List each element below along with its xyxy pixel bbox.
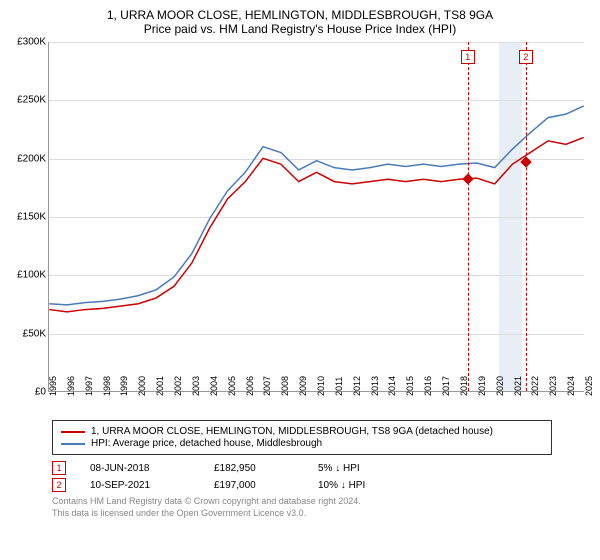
y-tick-label: £200K <box>10 153 46 164</box>
transaction-price: £197,000 <box>214 480 294 491</box>
transaction-row: 2 10-SEP-2021 £197,000 10% ↓ HPI <box>52 478 590 492</box>
transaction-marker: 2 <box>52 478 66 492</box>
chart-marker-label: 1 <box>461 50 475 64</box>
attribution-line: This data is licensed under the Open Gov… <box>52 508 590 520</box>
chart-title: 1, URRA MOOR CLOSE, HEMLINGTON, MIDDLESB… <box>10 8 590 22</box>
x-tick-label: 2005 <box>227 376 237 396</box>
attribution-line: Contains HM Land Registry data © Crown c… <box>52 496 590 508</box>
x-tick-label: 2025 <box>584 376 594 396</box>
x-tick-label: 1996 <box>66 376 76 396</box>
x-tick-label: 2021 <box>513 376 523 396</box>
legend-item: HPI: Average price, detached house, Midd… <box>61 438 543 449</box>
x-tick-label: 1997 <box>84 376 94 396</box>
transaction-date: 10-SEP-2021 <box>90 480 190 491</box>
x-tick-label: 2013 <box>370 376 380 396</box>
x-tick-label: 2009 <box>298 376 308 396</box>
y-tick-label: £0 <box>10 387 46 398</box>
transaction-pct: 10% ↓ HPI <box>318 480 408 491</box>
y-tick-label: £100K <box>10 270 46 281</box>
legend-box: 1, URRA MOOR CLOSE, HEMLINGTON, MIDDLESB… <box>52 420 552 455</box>
x-tick-label: 2020 <box>495 376 505 396</box>
x-tick-label: 2006 <box>245 376 255 396</box>
x-tick-label: 2003 <box>191 376 201 396</box>
attribution: Contains HM Land Registry data © Crown c… <box>52 496 590 519</box>
x-tick-label: 1995 <box>48 376 58 396</box>
transaction-rows: 1 08-JUN-2018 £182,950 5% ↓ HPI 2 10-SEP… <box>52 461 590 492</box>
x-tick-label: 2000 <box>137 376 147 396</box>
chart-subtitle: Price paid vs. HM Land Registry's House … <box>10 22 590 36</box>
x-tick-label: 2014 <box>387 376 397 396</box>
transaction-price: £182,950 <box>214 463 294 474</box>
y-tick-label: £300K <box>10 37 46 48</box>
x-tick-label: 2019 <box>477 376 487 396</box>
line-series <box>49 42 584 391</box>
chart-container: 1, URRA MOOR CLOSE, HEMLINGTON, MIDDLESB… <box>0 0 600 560</box>
y-tick-label: £50K <box>10 328 46 339</box>
x-tick-label: 2011 <box>334 377 344 396</box>
x-tick-label: 2004 <box>209 376 219 396</box>
x-tick-label: 2017 <box>441 376 451 396</box>
y-tick-label: £250K <box>10 95 46 106</box>
transaction-marker: 1 <box>52 461 66 475</box>
legend-label: HPI: Average price, detached house, Midd… <box>91 438 322 449</box>
legend-label: 1, URRA MOOR CLOSE, HEMLINGTON, MIDDLESB… <box>91 426 493 437</box>
x-tick-label: 1998 <box>102 376 112 396</box>
plot-region: 12 <box>48 42 584 392</box>
transaction-row: 1 08-JUN-2018 £182,950 5% ↓ HPI <box>52 461 590 475</box>
x-tick-label: 2008 <box>280 376 290 396</box>
transaction-date: 08-JUN-2018 <box>90 463 190 474</box>
legend-swatch <box>61 443 85 445</box>
legend-swatch <box>61 431 85 433</box>
chart-marker-label: 2 <box>519 50 533 64</box>
x-tick-label: 2022 <box>530 376 540 396</box>
x-tick-label: 2002 <box>173 376 183 396</box>
x-tick-label: 2012 <box>352 376 362 396</box>
x-tick-label: 2023 <box>548 376 558 396</box>
chart-area: £0£50K£100K£150K£200K£250K£300K 12 19951… <box>10 42 590 412</box>
y-tick-label: £150K <box>10 212 46 223</box>
x-tick-label: 2016 <box>423 376 433 396</box>
x-tick-label: 2024 <box>566 376 576 396</box>
transaction-pct: 5% ↓ HPI <box>318 463 408 474</box>
x-tick-label: 1999 <box>119 376 129 396</box>
x-tick-label: 2015 <box>405 376 415 396</box>
x-tick-label: 2010 <box>316 376 326 396</box>
x-tick-label: 2001 <box>155 376 165 396</box>
x-tick-label: 2007 <box>262 376 272 396</box>
x-tick-label: 2018 <box>459 376 469 396</box>
legend-item: 1, URRA MOOR CLOSE, HEMLINGTON, MIDDLESB… <box>61 426 543 437</box>
